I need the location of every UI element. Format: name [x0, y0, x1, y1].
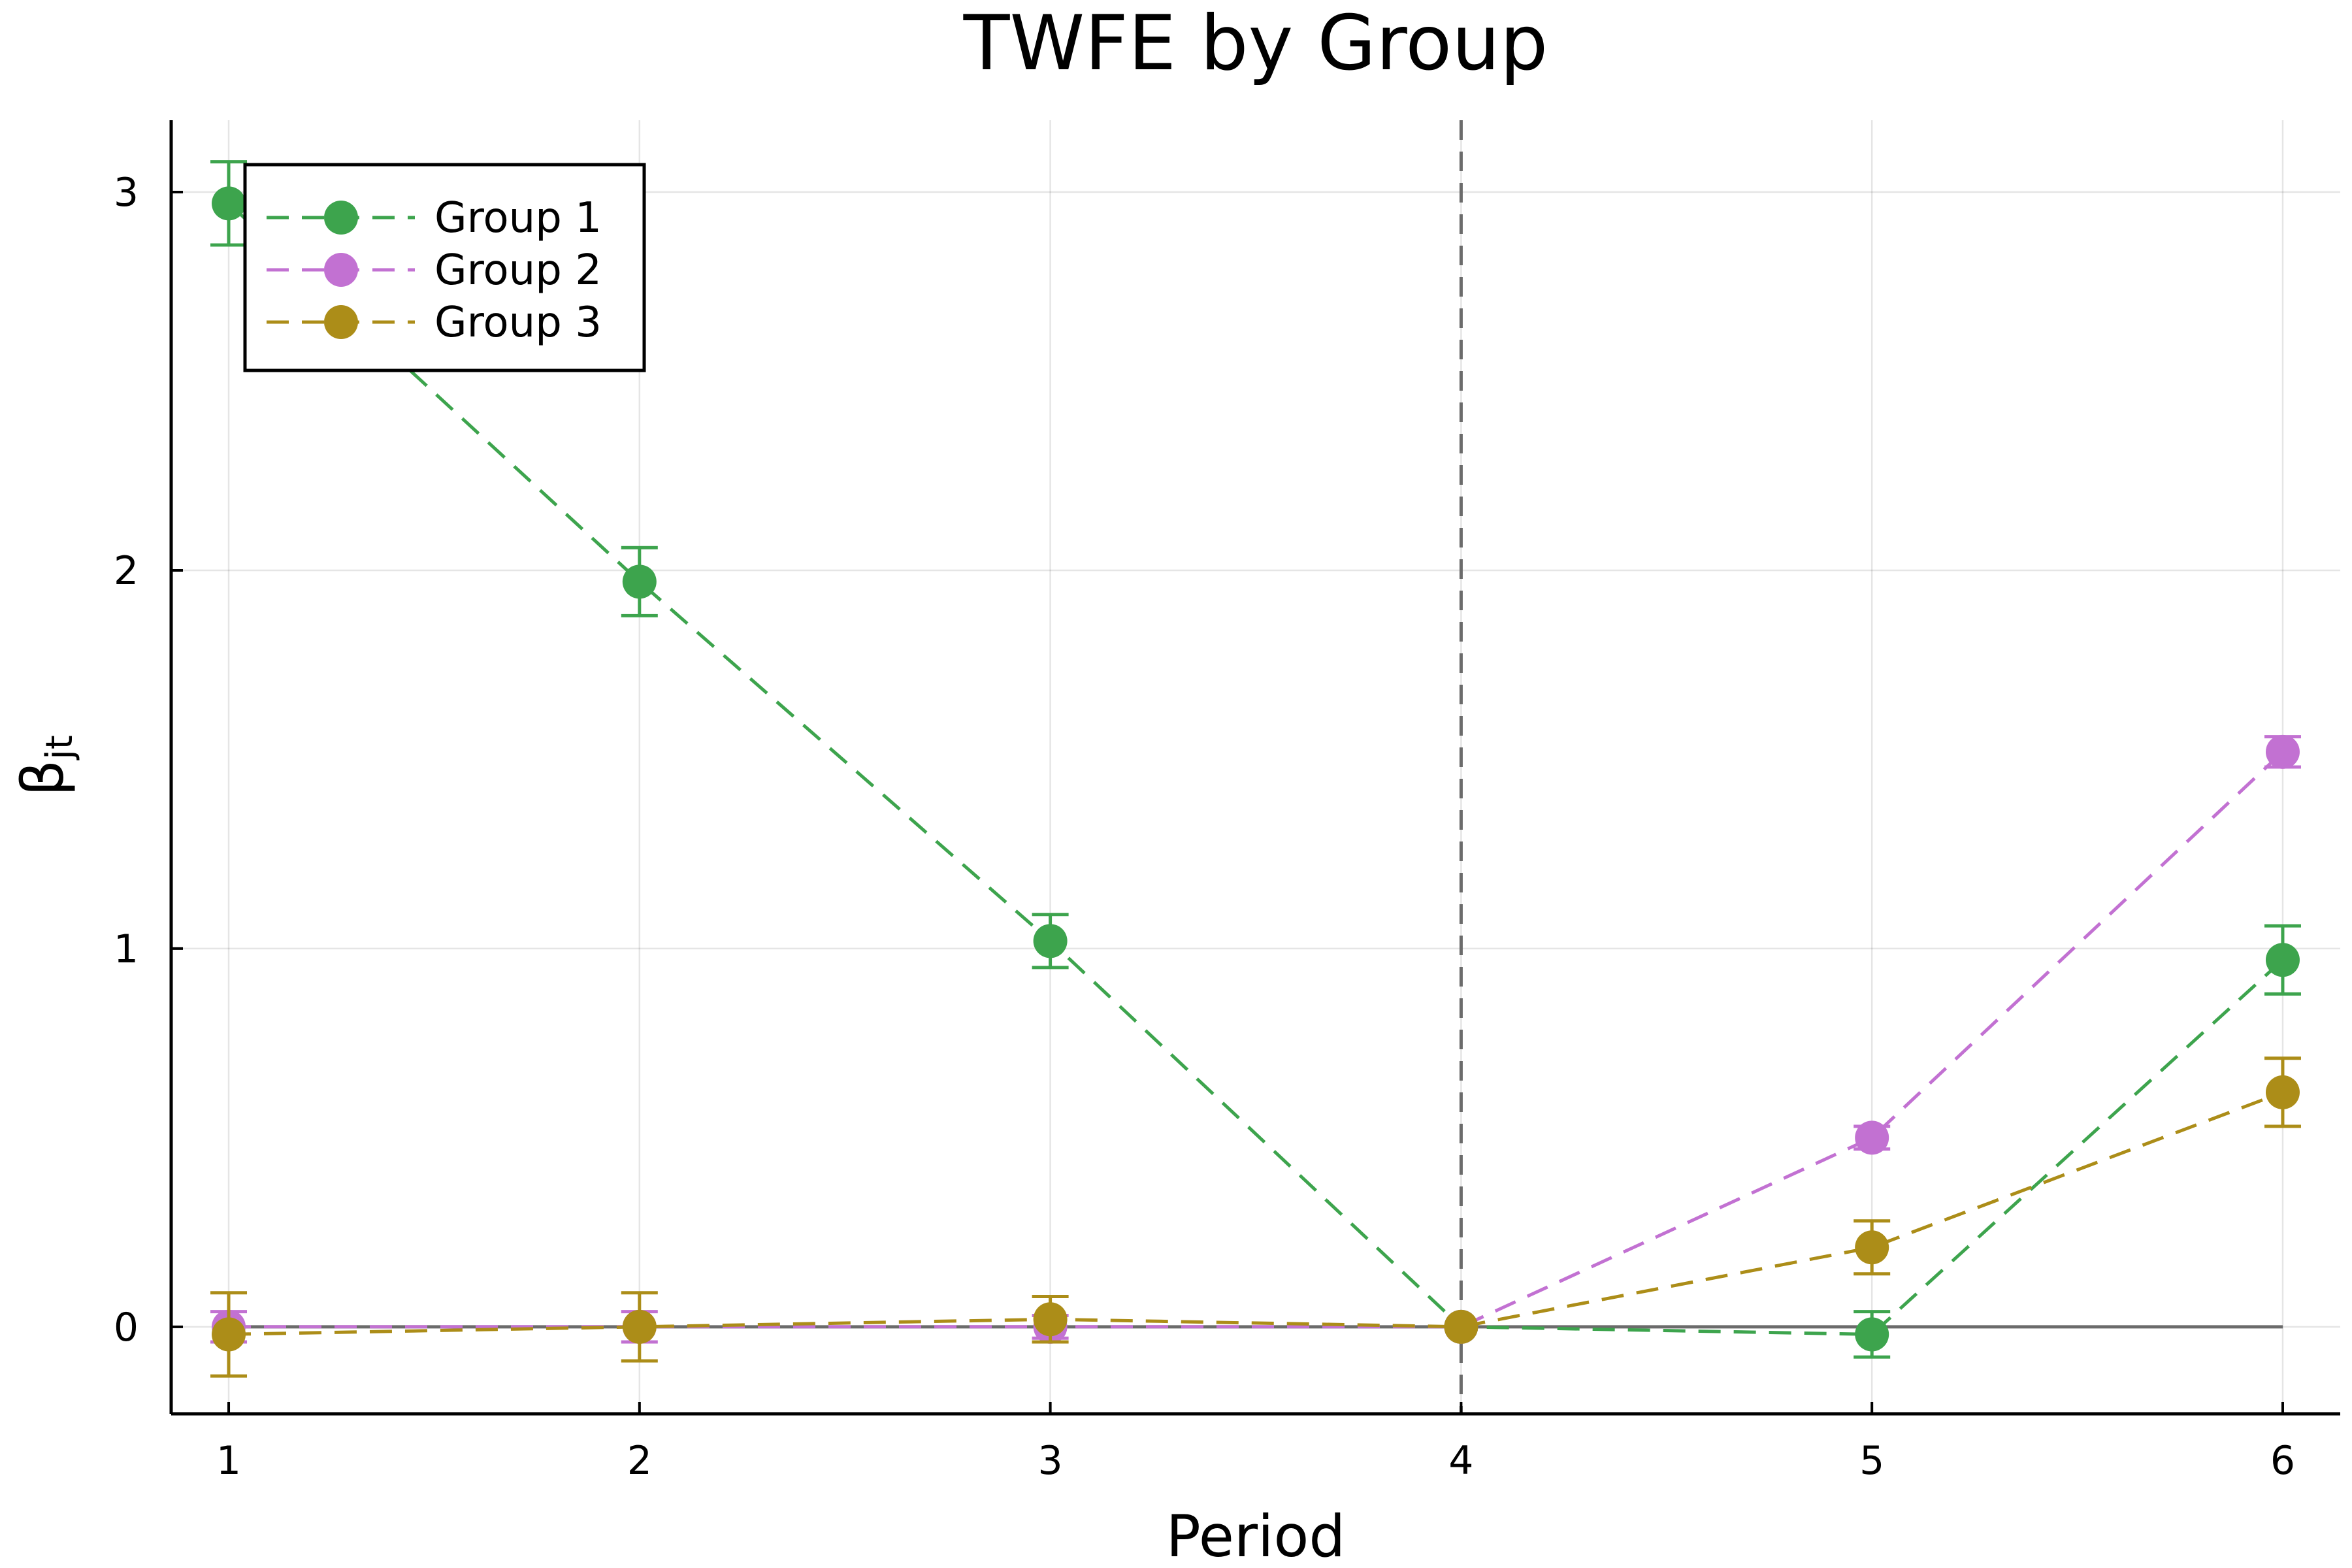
legend-label: Group 3: [434, 299, 602, 347]
x-axis-label: Period: [1166, 1503, 1345, 1568]
data-point: [1855, 1317, 1889, 1352]
series-1: [210, 160, 2301, 1359]
x-tick-label: 4: [1448, 1438, 1473, 1484]
data-point: [1855, 1230, 1889, 1265]
legend-box: [243, 163, 646, 372]
legend-marker: [324, 253, 358, 287]
series-3: [210, 1056, 2301, 1378]
y-tick-label: 1: [114, 926, 139, 972]
legend-marker: [324, 305, 358, 339]
series-2: [210, 734, 2301, 1344]
chart-title: TWFE by Group: [963, 0, 1548, 88]
data-point: [622, 1309, 657, 1344]
series-line: [228, 1090, 2283, 1336]
series-line: [227, 202, 2284, 1336]
legend-marker: [324, 201, 358, 235]
data-point: [1033, 924, 1068, 958]
data-point: [1855, 1120, 1889, 1155]
x-tick-label: 2: [627, 1438, 652, 1484]
data-point: [1033, 1302, 1068, 1337]
axes: 1 2 3 4 5 6 0 1 2 3: [114, 120, 2340, 1484]
data-point: [212, 1317, 246, 1352]
x-tick-label: 6: [2270, 1438, 2295, 1484]
y-tick-label: 3: [114, 170, 139, 216]
data-point: [1444, 1309, 1478, 1344]
data-point: [2265, 734, 2300, 769]
legend-label: Group 1: [434, 194, 602, 242]
y-axis-label: βjt: [9, 735, 81, 796]
x-tick-label: 1: [216, 1438, 241, 1484]
data-point: [2265, 943, 2300, 977]
data-point: [2265, 1075, 2300, 1109]
data-point: [212, 186, 246, 221]
series-line: [229, 750, 2284, 1329]
y-tick-label: 2: [114, 548, 139, 594]
x-tick-label: 5: [1859, 1438, 1884, 1484]
y-axis-label-sub: jt: [39, 735, 81, 761]
legend-label: Group 2: [434, 246, 602, 295]
data-point: [622, 564, 657, 599]
series-layer: [210, 160, 2301, 1378]
y-tick-label: 0: [114, 1305, 139, 1350]
x-tick-label: 3: [1038, 1438, 1063, 1484]
y-axis-label-main: β: [9, 760, 76, 796]
